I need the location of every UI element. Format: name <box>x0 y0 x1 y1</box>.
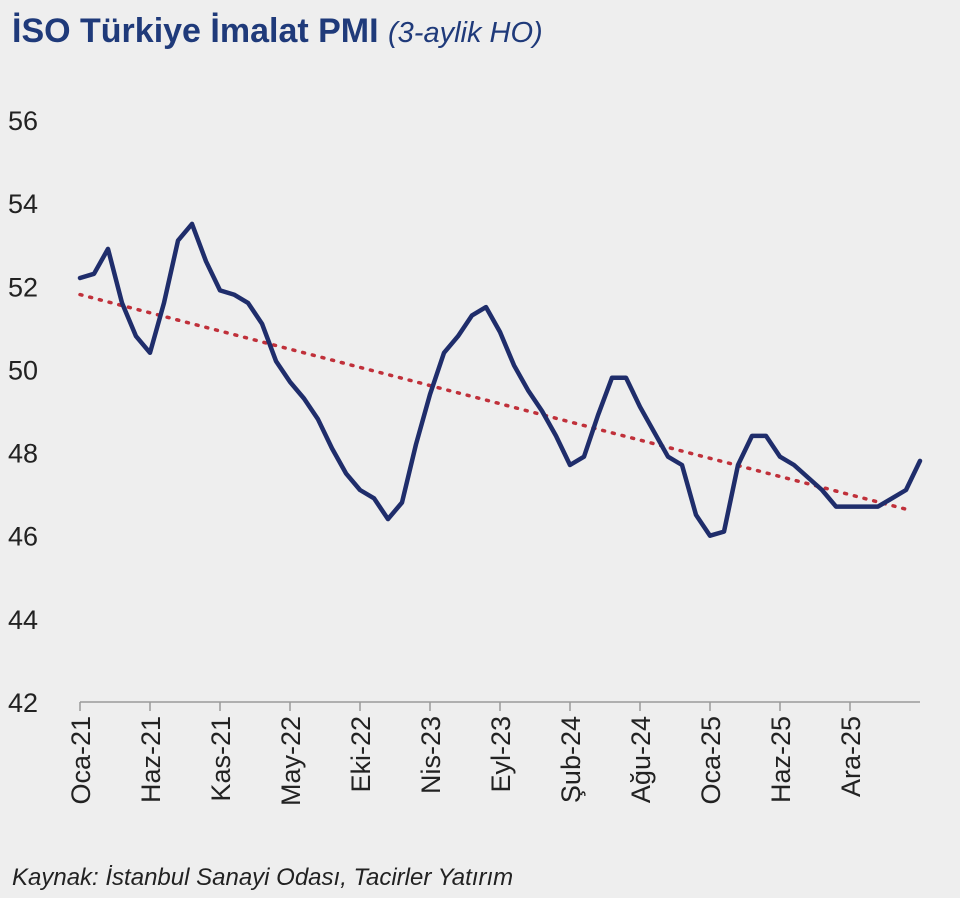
chart-title: İSO Türkiye İmalat PMI (3-aylik HO) <box>12 12 543 51</box>
pmi-line-chart: 42 44 46 48 50 52 54 56 Oca-21 Haz-21 Kas-21 May-22… <box>8 106 923 806</box>
x-tick-label: Haz-25 <box>766 716 796 803</box>
x-tick-label: Oca-25 <box>696 716 726 805</box>
x-tick-label: May-22 <box>276 716 306 806</box>
y-tick-label: 50 <box>8 355 38 385</box>
x-tick-label: Nis-23 <box>416 716 446 794</box>
y-tick-label: 52 <box>8 272 38 302</box>
trend-line <box>78 292 914 513</box>
x-tick-label: Ağu-24 <box>626 716 656 803</box>
x-tick-label: Kas-21 <box>206 716 236 802</box>
chart-title-main: İSO Türkiye İmalat PMI <box>12 12 379 50</box>
x-tick-label: Eyl-23 <box>486 716 516 793</box>
pmi-series-line <box>77 221 923 538</box>
y-tick-label: 42 <box>8 688 38 718</box>
y-tick-label: 44 <box>8 605 38 635</box>
y-tick-label: 46 <box>8 522 38 552</box>
x-tick-label: Ara-25 <box>836 716 866 797</box>
chart-subtitle: (3-aylik HO) <box>388 17 543 49</box>
x-tick-label: Haz-21 <box>136 716 166 803</box>
x-tick-label: Eki-22 <box>346 716 376 793</box>
y-tick-label: 54 <box>8 189 38 219</box>
x-tick-label: Şub-24 <box>556 716 586 803</box>
y-tick-label: 56 <box>8 106 38 136</box>
source-note: Kaynak: İstanbul Sanayi Odası, Tacirler … <box>12 864 514 891</box>
y-tick-label: 48 <box>8 439 38 469</box>
x-tick-label: Oca-21 <box>66 716 96 805</box>
